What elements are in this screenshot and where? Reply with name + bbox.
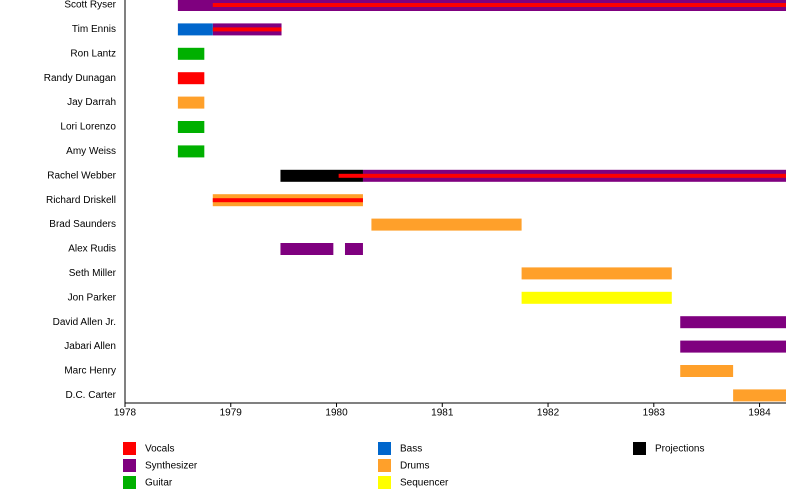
row-label: Marc Henry [64, 366, 116, 377]
bar [338, 173, 786, 178]
bar [212, 27, 282, 32]
bar [177, 47, 205, 60]
bar [280, 243, 334, 255]
legend-swatch [123, 459, 136, 472]
bar [177, 145, 205, 158]
row-label: Ron Lantz [70, 48, 116, 59]
bar [177, 96, 205, 109]
legend-swatch [378, 476, 391, 489]
legend-label: Bass [400, 444, 422, 455]
legend-label: Projections [655, 444, 704, 455]
x-tick-label: 1979 [220, 408, 243, 419]
bar [680, 316, 786, 329]
legend-swatch [123, 442, 136, 455]
legend-swatch [123, 476, 136, 489]
x-tick-label: 1983 [643, 408, 666, 419]
bar [177, 121, 205, 133]
bar [521, 291, 672, 304]
row-label: Seth Miller [69, 268, 117, 279]
row-label: Rachel Webber [47, 170, 116, 181]
row-label: David Allen Jr. [53, 317, 116, 328]
bar [680, 365, 734, 377]
x-tick-label: 1982 [537, 408, 560, 419]
bar [521, 267, 672, 280]
bar [177, 23, 213, 36]
row-label: Tim Ennis [72, 24, 116, 35]
row-label: Richard Driskell [46, 195, 116, 206]
legend-label: Vocals [145, 444, 174, 455]
bar [733, 389, 786, 402]
legend-label: Guitar [145, 478, 173, 489]
x-tick-label: 1980 [325, 408, 348, 419]
bar [371, 218, 522, 231]
row-label: Jon Parker [68, 292, 117, 303]
x-tick-label: 1978 [114, 408, 137, 419]
row-label: Jabari Allen [64, 341, 116, 352]
x-tick-label: 1981 [431, 408, 454, 419]
row-label: Amy Weiss [66, 146, 116, 157]
legend-label: Synthesizer [145, 461, 198, 472]
bar [680, 340, 786, 353]
legend-swatch [633, 442, 646, 455]
row-label: Jay Darrah [67, 97, 116, 108]
row-label: Brad Saunders [49, 219, 116, 230]
row-label: Randy Dunagan [44, 73, 116, 84]
row-label: Scott Ryser [64, 0, 116, 11]
bar [212, 198, 363, 203]
legend-label: Sequencer [400, 478, 449, 489]
legend-swatch [378, 442, 391, 455]
bar [280, 169, 363, 182]
legend-swatch [378, 459, 391, 472]
x-tick-label: 1984 [748, 408, 771, 419]
row-label: Lori Lorenzo [60, 122, 116, 133]
bar [177, 72, 205, 85]
legend-label: Drums [400, 461, 429, 472]
bar [344, 243, 363, 255]
row-label: Alex Rudis [68, 244, 116, 255]
bar [212, 3, 786, 7]
row-label: D.C. Carter [65, 390, 116, 401]
